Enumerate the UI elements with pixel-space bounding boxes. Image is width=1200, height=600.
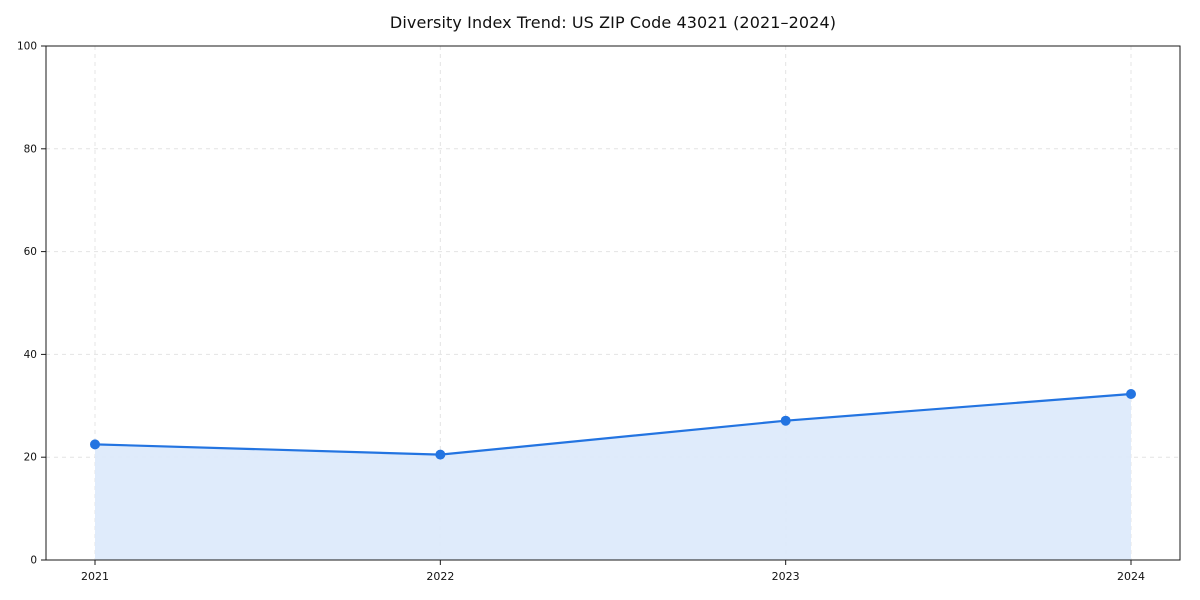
data-point-2021 xyxy=(90,439,100,450)
y-tick-label: 20 xyxy=(24,452,37,464)
y-tick-label: 0 xyxy=(30,555,37,567)
y-tick-label: 60 xyxy=(24,246,37,258)
x-tick-label: 2022 xyxy=(426,570,454,583)
x-tick-label: 2024 xyxy=(1117,570,1145,583)
x-tick-label: 2023 xyxy=(772,570,800,583)
data-point-2023 xyxy=(780,415,791,426)
chart-title: Diversity Index Trend: US ZIP Code 43021… xyxy=(389,13,837,32)
plot-border xyxy=(45,45,1181,561)
data-point-2022 xyxy=(435,449,446,460)
y-tick-label: 100 xyxy=(17,41,37,53)
area-fill xyxy=(95,393,1131,560)
y-tick-label: 80 xyxy=(24,143,37,155)
y-tick-label: 40 xyxy=(24,349,37,361)
x-tick-label: 2021 xyxy=(81,570,109,583)
trend-line xyxy=(94,392,1132,456)
data-point-2024 xyxy=(1126,388,1136,399)
